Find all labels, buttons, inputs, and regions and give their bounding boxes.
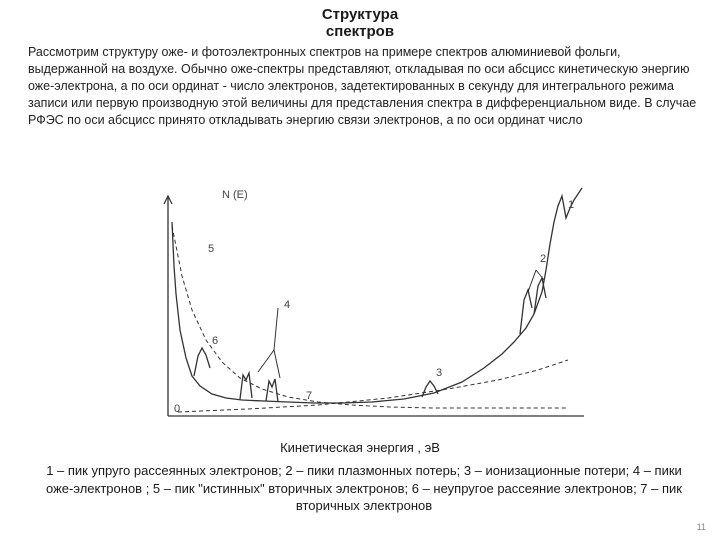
chart-label-3: 3 — [436, 367, 442, 379]
x-axis-caption: Кинетическая энергия , эВ — [0, 440, 720, 455]
page-title: Структура спектров — [0, 6, 720, 41]
chart-label-4: 4 — [284, 299, 290, 311]
page-number: 11 — [697, 522, 706, 532]
legend-text: 1 – пик упруго рассеянных электронов; 2 … — [36, 462, 692, 515]
chart-label-2: 2 — [540, 253, 546, 265]
svg-text:N (E): N (E) — [222, 189, 248, 201]
chart-label-6: 6 — [212, 335, 218, 347]
svg-text:0: 0 — [174, 403, 180, 415]
spectrum-chart: N (E) 0 1 2 3 4 5 6 7 — [128, 180, 596, 436]
chart-label-5: 5 — [208, 243, 214, 255]
intro-paragraph: Рассмотрим структуру оже- и фотоэлектрон… — [28, 44, 698, 128]
chart-label-1: 1 — [568, 199, 574, 211]
chart-label-7: 7 — [306, 390, 312, 402]
